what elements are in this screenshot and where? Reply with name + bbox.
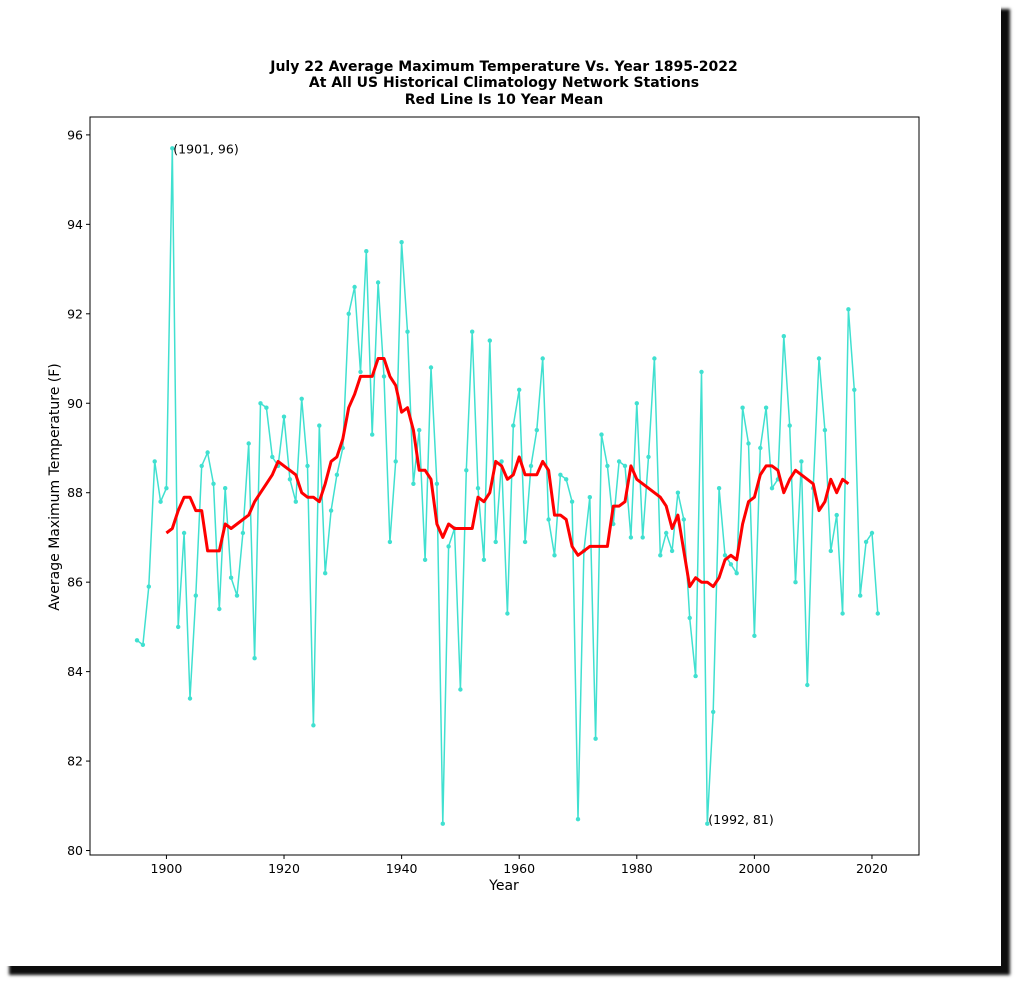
chart-title: July 22 Average Maximum Temperature Vs. … bbox=[269, 59, 738, 108]
y-tick-label: 82 bbox=[67, 754, 83, 769]
x-tick-label: 1900 bbox=[151, 861, 183, 876]
x-axis-label: Year bbox=[488, 878, 519, 894]
x-axis-ticks: 1900 1920 1940 1960 1980 2000 2020 bbox=[151, 855, 888, 876]
y-axis-label: Average Maximum Temperature (F) bbox=[47, 363, 63, 610]
x-tick-label: 2000 bbox=[738, 861, 770, 876]
chart-title-line-2: At All US Historical Climatology Network… bbox=[309, 75, 699, 91]
y-axis-ticks: 80 82 84 86 88 90 92 94 96 bbox=[67, 127, 90, 858]
point-annotation: (1901, 96) bbox=[173, 141, 238, 156]
line-chart: July 22 Average Maximum Temperature Vs. … bbox=[47, 59, 920, 894]
x-tick-label: 1920 bbox=[268, 861, 300, 876]
x-tick-label: 1980 bbox=[621, 861, 653, 876]
plot-area-border bbox=[89, 116, 920, 856]
y-tick-label: 88 bbox=[67, 485, 83, 500]
x-tick-label: 2020 bbox=[856, 861, 888, 876]
ten-year-mean-line bbox=[165, 357, 850, 589]
annual-temperature-line bbox=[136, 148, 879, 824]
x-tick-label: 1960 bbox=[503, 861, 535, 876]
y-tick-label: 92 bbox=[67, 306, 83, 321]
y-tick-label: 86 bbox=[67, 575, 83, 590]
chart-title-line-1: July 22 Average Maximum Temperature Vs. … bbox=[269, 59, 738, 75]
y-tick-label: 90 bbox=[67, 396, 83, 411]
x-tick-label: 1940 bbox=[386, 861, 418, 876]
y-tick-label: 96 bbox=[67, 127, 83, 142]
y-tick-label: 80 bbox=[67, 843, 83, 858]
annotations: (1901, 96) (1992, 81) bbox=[173, 141, 773, 827]
chart-title-line-3: Red Line Is 10 Year Mean bbox=[405, 92, 603, 108]
y-tick-label: 94 bbox=[67, 217, 83, 232]
figure-frame: July 22 Average Maximum Temperature Vs. … bbox=[47, 59, 920, 894]
y-tick-label: 84 bbox=[67, 664, 83, 679]
point-annotation: (1992, 81) bbox=[708, 812, 773, 827]
